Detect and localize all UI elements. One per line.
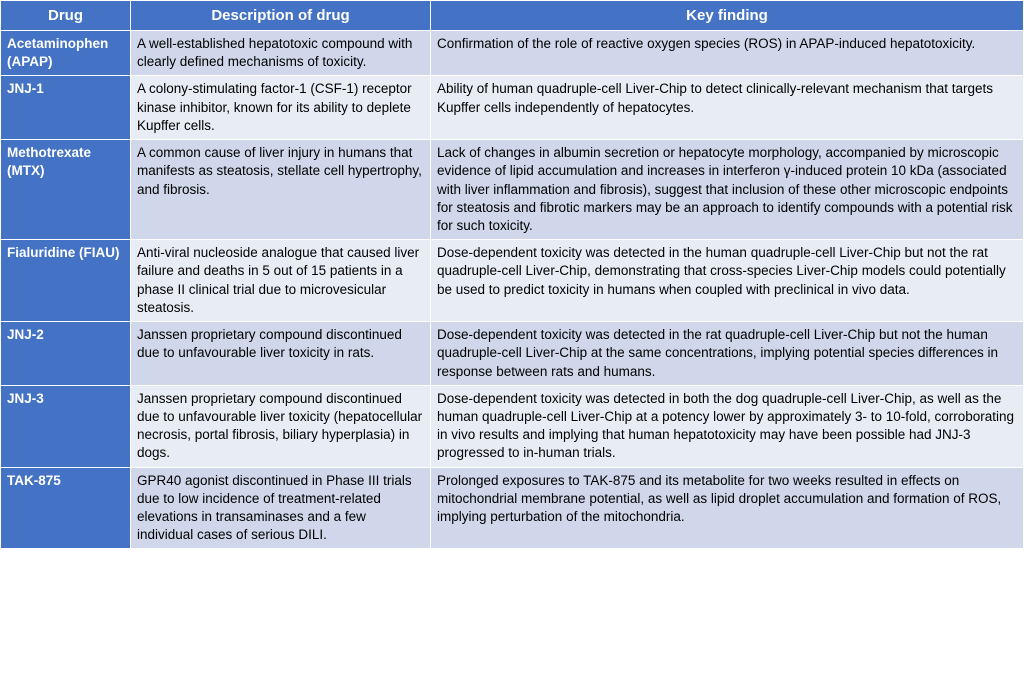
col-header-drug: Drug xyxy=(1,1,131,31)
drug-name-cell: JNJ-3 xyxy=(1,385,131,467)
drug-name-cell: JNJ-1 xyxy=(1,76,131,140)
drug-name-cell: Methotrexate (MTX) xyxy=(1,140,131,240)
drug-finding-cell: Lack of changes in albumin secretion or … xyxy=(431,140,1024,240)
table-row: TAK-875 GPR40 agonist discontinued in Ph… xyxy=(1,467,1024,549)
col-header-finding: Key finding xyxy=(431,1,1024,31)
drug-finding-cell: Dose-dependent toxicity was detected in … xyxy=(431,240,1024,322)
drug-description-cell: A common cause of liver injury in humans… xyxy=(131,140,431,240)
drug-name-cell: Acetaminophen (APAP) xyxy=(1,31,131,76)
drug-finding-cell: Ability of human quadruple-cell Liver-Ch… xyxy=(431,76,1024,140)
drug-description-cell: Anti-viral nucleoside analogue that caus… xyxy=(131,240,431,322)
drug-description-cell: A colony-stimulating factor-1 (CSF-1) re… xyxy=(131,76,431,140)
drug-finding-cell: Prolonged exposures to TAK-875 and its m… xyxy=(431,467,1024,549)
table-row: Fialuridine (FIAU) Anti-viral nucleoside… xyxy=(1,240,1024,322)
drug-name-cell: TAK-875 xyxy=(1,467,131,549)
drug-finding-cell: Dose-dependent toxicity was detected in … xyxy=(431,385,1024,467)
table-row: JNJ-3 Janssen proprietary compound disco… xyxy=(1,385,1024,467)
drug-table: Drug Description of drug Key finding Ace… xyxy=(0,0,1024,549)
drug-description-cell: Janssen proprietary compound discontinue… xyxy=(131,322,431,386)
drug-name-cell: JNJ-2 xyxy=(1,322,131,386)
drug-description-cell: Janssen proprietary compound discontinue… xyxy=(131,385,431,467)
drug-finding-cell: Dose-dependent toxicity was detected in … xyxy=(431,322,1024,386)
table-row: JNJ-1 A colony-stimulating factor-1 (CSF… xyxy=(1,76,1024,140)
table-header-row: Drug Description of drug Key finding xyxy=(1,1,1024,31)
table-row: Methotrexate (MTX) A common cause of liv… xyxy=(1,140,1024,240)
drug-name-cell: Fialuridine (FIAU) xyxy=(1,240,131,322)
drug-finding-cell: Confirmation of the role of reactive oxy… xyxy=(431,31,1024,76)
drug-description-cell: GPR40 agonist discontinued in Phase III … xyxy=(131,467,431,549)
drug-description-cell: A well-established hepatotoxic compound … xyxy=(131,31,431,76)
table-row: JNJ-2 Janssen proprietary compound disco… xyxy=(1,322,1024,386)
table-row: Acetaminophen (APAP) A well-established … xyxy=(1,31,1024,76)
col-header-description: Description of drug xyxy=(131,1,431,31)
